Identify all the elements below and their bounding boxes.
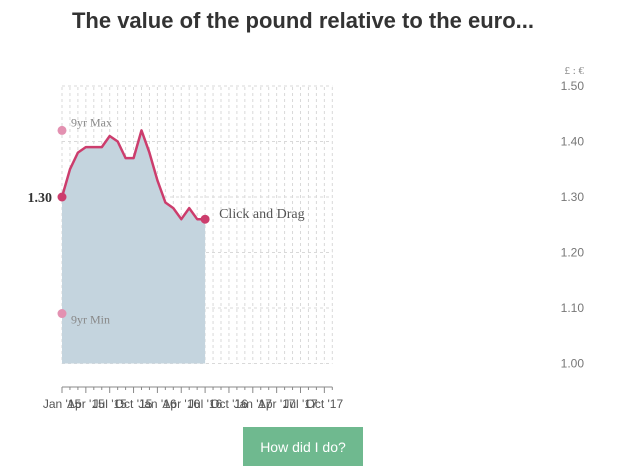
series-line — [60, 129, 206, 221]
line-chart[interactable]: 1.30 9yr Max 9yr Min Click and Drag 1.00 1.1… — [0, 0, 630, 420]
x-tick-label: Jan '16 — [138, 397, 177, 411]
x-tick-label: Apr '15 — [67, 397, 105, 411]
x-tick-label: Jul '17 — [283, 397, 318, 411]
markers: 1.30 9yr Max 9yr Min Click and Drag — [28, 115, 305, 326]
drag-handle-point — [200, 214, 210, 224]
x-tick-label: Apr '17 — [258, 397, 296, 411]
click-and-drag-label: Click and Drag — [219, 207, 305, 222]
max-point — [57, 125, 67, 135]
area-fill — [62, 130, 206, 364]
y-tick-label: 1.40 — [561, 135, 585, 149]
x-tick-label: Jul '15 — [93, 397, 128, 411]
y-tick-label: 1.30 — [561, 190, 585, 204]
x-tick-label: Jul '16 — [188, 397, 223, 411]
max-label: 9yr Max — [71, 115, 112, 129]
min-point — [57, 309, 67, 319]
x-tick-label: Jan '17 — [234, 397, 273, 411]
y-tick-label: 1.20 — [561, 246, 585, 260]
y-tick-label: 1.50 — [561, 79, 585, 93]
y-axis: 1.00 1.10 1.20 1.30 1.40 1.50 £ : € — [561, 65, 585, 371]
start-point — [57, 192, 67, 202]
x-tick-label: Jan '15 — [43, 397, 82, 411]
start-value-label: 1.30 — [28, 191, 53, 206]
y-axis-label: £ : € — [564, 65, 584, 77]
x-tick-label: Oct '16 — [210, 397, 248, 411]
min-label: 9yr Min — [71, 313, 110, 327]
y-tick-label: 1.00 — [561, 357, 585, 371]
x-tick-label: Oct '15 — [115, 397, 153, 411]
y-tick-label: 1.10 — [561, 301, 585, 315]
x-tick-label: Oct '17 — [306, 397, 344, 411]
x-tick-label: Apr '16 — [162, 397, 200, 411]
chart-title: The value of the pound relative to the e… — [71, 8, 535, 33]
how-did-i-do-button[interactable]: How did I do? — [243, 427, 363, 466]
